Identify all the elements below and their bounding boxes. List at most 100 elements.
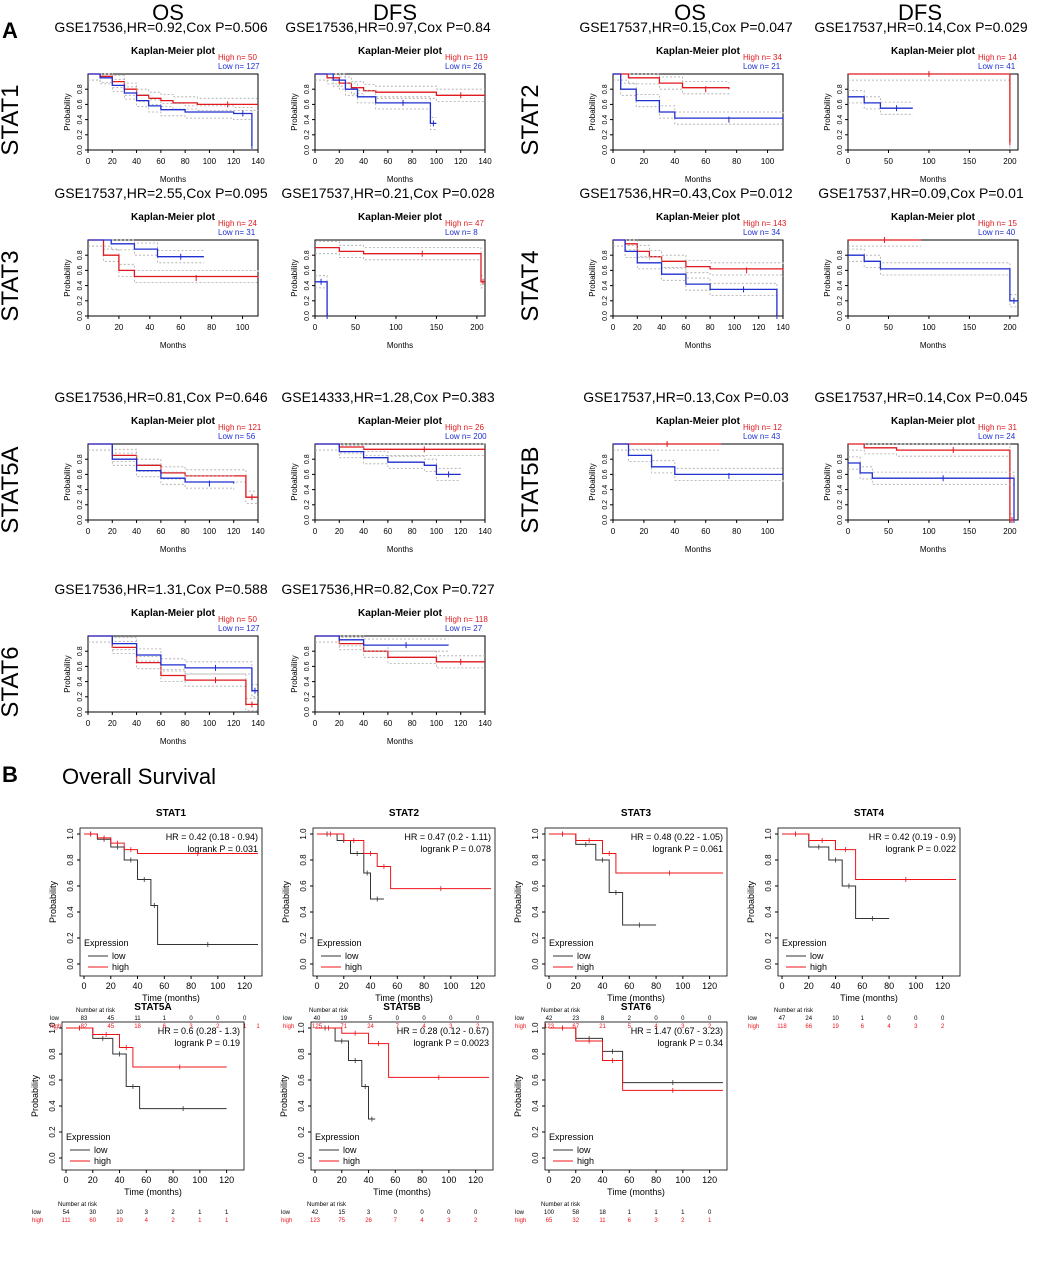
a-stat5a-os-frame bbox=[87, 443, 259, 521]
a-stat1-os-xtick-label: 120 bbox=[227, 157, 241, 166]
a-stat6-os-xtick-label: 0 bbox=[86, 719, 91, 728]
a-stat6-dfs-xtick-label: 20 bbox=[335, 719, 344, 728]
a-stat6-dfs-xtick-label: 100 bbox=[430, 719, 444, 728]
a-stat3-dfs-legend-high: High n= 47 bbox=[445, 219, 484, 228]
a-stat5a-dfs-legend-low: Low n= 200 bbox=[445, 432, 487, 441]
b-stat1-risk-high-value: 2 bbox=[216, 1024, 220, 1030]
a-stat5a-os-xtick-label: 140 bbox=[251, 527, 265, 536]
gene-label-stat2: STAT2 bbox=[517, 84, 544, 155]
b-stat5a-risk-high-value: 1 bbox=[225, 1218, 229, 1224]
panel-a-label: A bbox=[2, 18, 18, 43]
a-stat4-os-xtick-label: 0 bbox=[611, 323, 616, 332]
a-stat6-os-low-curve bbox=[88, 635, 258, 692]
b-stat5a-risk-high-value: 60 bbox=[89, 1218, 96, 1224]
a-stat4-os-legend-low: Low n= 34 bbox=[743, 228, 781, 237]
b-stat3-risk-high-value: 3 bbox=[681, 1024, 685, 1030]
a-stat3-dfs-title: Kaplan-Meier plot bbox=[358, 212, 443, 223]
b-stat5a-risk-low-label: low bbox=[32, 1210, 42, 1216]
b-stat6-xtick-label: 100 bbox=[675, 1175, 690, 1185]
b-stat5a-risk-title: Number at risk bbox=[58, 1202, 98, 1208]
a-stat1-dfs-xlabel: Months bbox=[387, 175, 413, 184]
a-stat4-dfs-xtick-label: 0 bbox=[846, 323, 851, 332]
b-stat2-frame bbox=[312, 827, 496, 977]
b-stat5b-legend-low: low bbox=[343, 1145, 357, 1155]
b-stat3-ytick-label: 0.4 bbox=[531, 906, 540, 918]
b-stat1-risk-low-value: 83 bbox=[81, 1016, 88, 1022]
a-stat5a-os-legend-high: High n= 121 bbox=[218, 423, 262, 432]
a-stat3-os-high-curve bbox=[88, 239, 259, 278]
b-stat1-hr: HR = 0.42 (0.18 - 0.94) bbox=[166, 832, 258, 842]
a-stat6-dfs-xtick-label: 0 bbox=[313, 719, 318, 728]
b-stat4-risk-low-value: 0 bbox=[941, 1016, 945, 1022]
a-stat3-os-xlabel: Months bbox=[160, 341, 186, 350]
a-stat6-dfs-xtick-label: 60 bbox=[383, 719, 392, 728]
a-stat4-os-frame bbox=[612, 239, 784, 317]
b-stat6-ytick-label: 0.2 bbox=[531, 1126, 540, 1138]
a-stat4-dfs-low-ci bbox=[848, 260, 1018, 308]
b-stat5a-ytick-label: 1.0 bbox=[48, 1022, 57, 1034]
a-stat1-os-ytick-label: 0.6 bbox=[77, 99, 84, 109]
section-b-title: Overall Survival bbox=[62, 764, 216, 789]
b-stat6-xtick-label: 40 bbox=[598, 1175, 608, 1185]
a-stat5a-dfs-xtick-label: 40 bbox=[359, 527, 368, 536]
b-stat5a-risk-high-value: 1 bbox=[198, 1218, 202, 1224]
b-stat2-hr: HR = 0.47 (0.2 - 1.11) bbox=[404, 832, 491, 842]
a-stat2-dfs-legend-low: Low n= 41 bbox=[978, 62, 1016, 71]
a-stat2-dfs-chart: GSE17537,HR=0.14,Cox P=0.029 Kaplan-Meier… bbox=[814, 19, 1027, 184]
b-stat5a-xlabel: Time (months) bbox=[124, 1187, 182, 1197]
b-stat5b-risk-high-value: 7 bbox=[394, 1218, 398, 1224]
a-stat2-os-frame bbox=[612, 73, 784, 151]
a-stat3-dfs-ytick-label: 0.0 bbox=[304, 311, 311, 321]
b-stat3-risk-low-value: 42 bbox=[546, 1016, 553, 1022]
a-stat6-dfs-xtick-label: 120 bbox=[454, 719, 468, 728]
b-stat4-xtick-label: 80 bbox=[884, 981, 894, 991]
b-stat6-risk-high-value: 1 bbox=[708, 1218, 712, 1224]
a-stat1-os-low-curve bbox=[88, 73, 253, 147]
a-stat4-dfs-low-curve bbox=[848, 254, 1018, 302]
a-stat5a-dfs-xtick-label: 60 bbox=[383, 527, 392, 536]
a-stat2-os-xlabel: Months bbox=[685, 175, 711, 184]
a-stat1-os-frame bbox=[87, 73, 259, 151]
b-stat1-ylabel: Probability bbox=[48, 880, 58, 923]
b-stat3-high-curve bbox=[549, 833, 723, 874]
a-stat4-os-xtick-label: 20 bbox=[633, 323, 642, 332]
a-stat5a-os-xlabel: Months bbox=[160, 545, 186, 554]
b-stat1-risk-high-value: 1 bbox=[243, 1024, 247, 1030]
a-stat3-os-high-ci bbox=[88, 239, 259, 272]
b-stat2-risk-low-label: low bbox=[283, 1016, 293, 1022]
a-stat2-os-xtick-label: 100 bbox=[761, 157, 775, 166]
b-stat1-logrank: logrank P = 0.031 bbox=[187, 844, 258, 854]
a-stat5a-dfs-ytick-label: 0.0 bbox=[304, 515, 311, 525]
a-stat3-os-xtick-label: 80 bbox=[207, 323, 216, 332]
a-stat1-os-low-ci bbox=[88, 79, 253, 150]
a-stat6-dfs-xtick-label: 80 bbox=[408, 719, 417, 728]
b-stat3-risk-high-value: 4 bbox=[654, 1024, 658, 1030]
gene-label-stat5b: STAT5B bbox=[517, 446, 544, 533]
a-stat1-os-xtick-label: 20 bbox=[108, 157, 117, 166]
a-stat1-os-legend-high: High n= 50 bbox=[218, 53, 257, 62]
a-stat3-dfs-low-curve bbox=[315, 281, 328, 316]
a-stat6-dfs-frame bbox=[314, 635, 486, 713]
b-stat5b-risk-low-value: 15 bbox=[338, 1210, 345, 1216]
b-stat1-ytick-label: 0.6 bbox=[66, 880, 75, 892]
b-stat1-xtick-label: 60 bbox=[159, 981, 169, 991]
a-stat5a-dfs-high-curve bbox=[315, 443, 485, 450]
b-stat3-ylabel: Probability bbox=[513, 880, 523, 923]
b-stat2-ytick-label: 1.0 bbox=[299, 828, 308, 840]
b-stat1-ytick-label: 0.0 bbox=[66, 958, 75, 970]
a-stat5a-os-low-ci bbox=[88, 443, 235, 478]
a-stat4-dfs-frame bbox=[847, 239, 1019, 317]
a-stat3-dfs-ylabel: Probability bbox=[290, 259, 299, 296]
a-stat5a-os-high-ci bbox=[88, 443, 258, 492]
a-stat4-os-ytick-label: 0.0 bbox=[602, 311, 609, 321]
a-stat2-os-subtitle: GSE17537,HR=0.15,Cox P=0.047 bbox=[579, 19, 792, 35]
a-stat4-dfs-xtick-label: 150 bbox=[963, 323, 977, 332]
a-stat6-dfs-legend-low: Low n= 27 bbox=[445, 624, 483, 633]
a-stat5b-dfs-ytick-label: 0.8 bbox=[837, 454, 844, 464]
a-stat5a-os-title: Kaplan-Meier plot bbox=[131, 416, 216, 427]
gene-label-stat6: STAT6 bbox=[0, 646, 24, 717]
a-stat4-os-xtick-label: 80 bbox=[706, 323, 715, 332]
b-stat2-risk-low-value: 0 bbox=[476, 1016, 480, 1022]
a-stat2-os-ytick-label: 0.2 bbox=[602, 130, 609, 140]
